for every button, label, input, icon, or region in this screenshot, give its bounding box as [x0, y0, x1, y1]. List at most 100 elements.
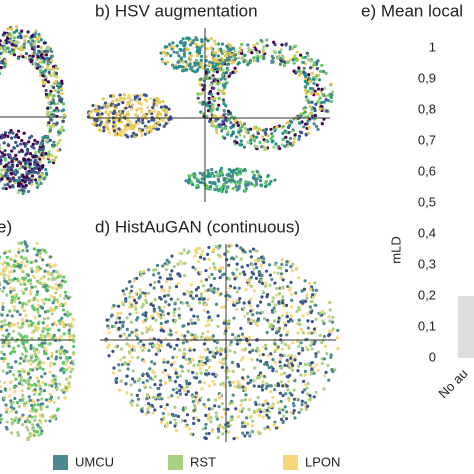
- scatter-dot: [29, 323, 34, 327]
- scatter-dot: [135, 113, 139, 117]
- scatter-dot: [157, 271, 161, 275]
- scatter-dot: [252, 44, 256, 48]
- scatter-dot: [178, 274, 182, 278]
- scatter-dot: [312, 327, 317, 331]
- scatter-dot: [199, 371, 203, 375]
- scatter-dot: [18, 361, 22, 366]
- scatter-dot: [166, 373, 170, 377]
- scatter-dot: [265, 330, 269, 335]
- scatter-dot: [109, 314, 113, 318]
- scatter-dot: [124, 299, 128, 304]
- scatter-dot: [14, 44, 18, 48]
- scatter-dot: [130, 393, 134, 397]
- scatter-dot: [12, 287, 16, 291]
- scatter-dot: [203, 372, 208, 376]
- scatter-dot: [205, 47, 209, 51]
- scatter-dot: [8, 249, 12, 253]
- scatter-dot: [10, 298, 14, 302]
- scatter-dot: [58, 138, 62, 142]
- scatter-dot: [259, 38, 263, 43]
- scatter-dot: [163, 45, 167, 49]
- scatter-dot: [48, 392, 52, 396]
- scatter-dot: [221, 73, 225, 77]
- scatter-dot: [59, 285, 63, 290]
- scatter-dot: [252, 384, 256, 388]
- scatter-dot: [275, 125, 279, 129]
- scatter-dot: [61, 119, 65, 123]
- scatter-dot: [204, 422, 208, 427]
- scatter-dot: [13, 350, 17, 354]
- scatter-dot: [35, 328, 39, 332]
- scatter-dot: [91, 103, 95, 108]
- scatter-dot: [241, 248, 245, 252]
- scatter-dot: [171, 63, 175, 67]
- scatter-dot: [59, 128, 63, 132]
- scatter-dot: [312, 107, 317, 111]
- scatter-dot: [254, 48, 258, 52]
- scatter-dot: [260, 281, 265, 286]
- scatter-dot: [17, 241, 21, 245]
- scatter-dot: [61, 128, 65, 132]
- scatter-dot: [206, 172, 211, 176]
- scatter-dot: [261, 379, 265, 384]
- scatter-dot: [97, 128, 102, 132]
- scatter-dot: [173, 405, 177, 409]
- scatter-dot: [245, 422, 249, 426]
- scatter-dot: [37, 343, 41, 347]
- scatter-dot: [259, 178, 263, 183]
- scatter-dot: [240, 124, 244, 128]
- scatter-dot: [12, 36, 16, 40]
- scatter-dot: [161, 59, 165, 63]
- scatter-dot: [232, 436, 236, 441]
- scatter-dot: [41, 329, 45, 334]
- scatter-dot: [217, 429, 221, 433]
- scatter-dot: [38, 366, 42, 370]
- scatter-dot: [233, 335, 237, 340]
- scatter-dot: [115, 98, 119, 102]
- scatter-dot: [236, 56, 240, 60]
- scatter-dot: [0, 161, 3, 166]
- scatter-dot: [141, 128, 145, 132]
- scatter-dot: [42, 177, 46, 181]
- scatter-dot: [50, 154, 54, 158]
- scatter-dot: [186, 36, 191, 40]
- scatter-dot: [215, 125, 219, 129]
- scatter-dot: [151, 304, 155, 308]
- scatter-dot: [235, 140, 239, 145]
- scatter-dot: [102, 129, 106, 133]
- scatter-dot: [6, 262, 10, 266]
- scatter-dot: [249, 135, 253, 139]
- scatter-dot: [322, 321, 326, 326]
- scatter-dot: [24, 302, 29, 306]
- scatter-dot: [269, 325, 273, 329]
- scatter-dot: [191, 69, 195, 73]
- scatter-dot: [37, 433, 41, 437]
- scatter-dot: [180, 262, 184, 266]
- scatter-dot: [34, 384, 38, 388]
- scatter-dot: [60, 125, 64, 129]
- scatter-dot: [318, 96, 322, 100]
- scatter-dot: [278, 146, 282, 151]
- scatter-dot: [135, 403, 140, 407]
- scatter-dot: [170, 269, 174, 273]
- scatter-dot: [49, 59, 54, 63]
- scatter-dot: [63, 290, 67, 294]
- scatter-dot: [223, 126, 228, 131]
- scatter-dot: [329, 355, 333, 359]
- scatter-dot: [205, 356, 209, 360]
- scatter-dot: [312, 77, 316, 81]
- scatter-dot: [30, 269, 34, 274]
- scatter-dot: [244, 388, 248, 392]
- scatter-dot: [177, 60, 181, 64]
- scatter-dot: [259, 55, 263, 59]
- scatter-dot: [229, 126, 233, 130]
- scatter-dot: [3, 268, 7, 272]
- scatter-dot: [138, 294, 142, 299]
- scatter-dot: [46, 110, 50, 114]
- scatter-dot: [22, 277, 26, 281]
- scatter-dot: [327, 93, 331, 97]
- scatter-dot: [236, 379, 240, 384]
- scatter-dot: [293, 379, 297, 383]
- scatter-dot: [32, 146, 36, 150]
- scatter-dot: [27, 189, 31, 194]
